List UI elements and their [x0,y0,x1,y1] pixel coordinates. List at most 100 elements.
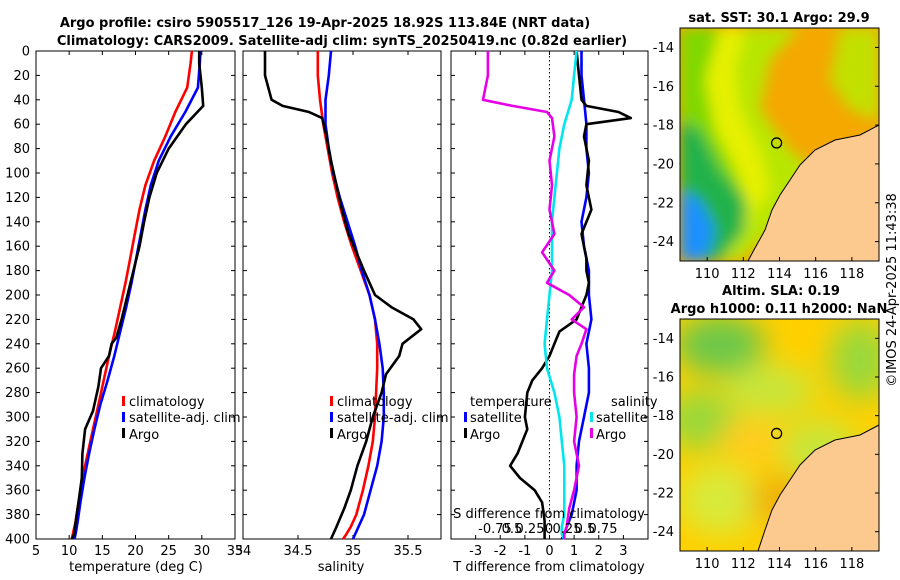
salinity-legend: climatology satellite-adj. clim Argo [330,395,449,443]
lat-tick-label: -18 [653,409,674,424]
x-tick-label: 0 [545,544,553,559]
legend-salinity-title: salinity [611,395,658,410]
sla-field [680,319,879,551]
lat-tick-label: -20 [653,157,674,172]
s-diff-tick-label: 0 [545,522,553,537]
s-diff-tick-label: 0.25 [516,522,545,537]
depth-tick-label: 100 [5,167,30,182]
salinity-x-axis: 34 34.5 35 35.5 [235,51,423,559]
s-diff-tick-label: -0.75 [478,522,512,537]
x-tick-label: 15 [94,544,111,559]
imos-timestamp: ©IMOS 24-Apr-2025 11:43:38 [885,193,900,387]
lat-tick-label: -14 [653,41,674,56]
series-line-satellite-salinity- [543,50,578,540]
legend-argo-s-label: Argo [596,428,626,443]
sst-field [680,28,879,261]
depth-tick-label: 0 [22,45,30,60]
legend-sat-t-label: satellite [470,411,522,426]
lon-tick-label: 114 [767,267,792,282]
depth-tick-label: 280 [5,386,30,401]
sla-map-title-line2: Argo h1000: 0.11 h2000: NaN [671,302,888,317]
s-diff-tick-label: 0.75 [589,522,618,537]
depth-tick-label: 160 [5,240,30,255]
x-tick-label: 25 [160,544,177,559]
temperature-legend: climatology satellite-adj. clim Argo [122,395,241,443]
legend-sat-s-label: satellite [596,411,648,426]
sst-map: sat. SST: 30.1 Argo: 29.9 110 112 114 116 11… [653,11,880,282]
x-tick-label: 34 [235,544,252,559]
legend-satellite-label: satellite-adj. clim [129,411,241,426]
series-line-argo [263,51,423,540]
lon-tick-label: 110 [695,267,720,282]
legend-satellite-label: satellite-adj. clim [337,411,449,426]
depth-tick-label: 40 [13,93,30,108]
sst-map-title: sat. SST: 30.1 Argo: 29.9 [688,11,869,26]
depth-tick-label: 360 [5,484,30,499]
t-difference-xlabel: T difference from climatology [452,560,645,575]
lat-tick-label: -24 [653,525,674,540]
difference-panel: -3 -2 -1 0 1 2 3 T difference from climatology… [450,50,658,575]
lat-tick-label: -14 [653,332,674,347]
depth-tick-label: 380 [5,508,30,523]
legend-temperature-title: temperature [470,395,552,410]
figure-title-line2: Climatology: CARS2009. Satellite-adj cli… [57,34,627,49]
depth-tick-label: 240 [5,337,30,352]
lat-tick-label: -20 [653,448,674,463]
depth-axis: 0 20 40 60 80 100 120 140 160 180 200 220 240 260 280 3… [5,45,235,548]
series-line-argo-salinity- [481,51,588,539]
x-tick-label: 35 [227,544,244,559]
lon-tick-label: 110 [695,557,720,572]
sst-land [747,124,879,261]
argo-location-marker [770,427,783,440]
argo-location-marker [770,137,783,149]
sst-lon-axis: 110 112 114 116 118 [695,257,864,282]
sla-map-title-line1: Altim. SLA: 0.19 [722,284,840,299]
sla-lat-axis: -14 -16 -18 -20 -22 -24 [653,332,879,540]
depth-tick-label: 120 [5,191,30,206]
legend-argo-swatch [122,428,125,438]
lon-tick-label: 118 [839,557,864,572]
salinity-xlabel: salinity [318,560,365,575]
x-tick-label: 35.5 [394,544,423,559]
salinity-panel: 34 34.5 35 35.5 salinity climatology satell… [235,50,449,575]
legend-argo-label: Argo [129,428,159,443]
x-tick-label: 30 [194,544,211,559]
series-line-argo [70,51,205,540]
temperature-xlabel: temperature (deg C) [69,560,203,575]
lon-tick-label: 116 [803,557,828,572]
lat-tick-label: -16 [653,371,674,386]
sst-lat-axis: -14 -16 -18 -20 -22 -24 [653,41,879,250]
s-diff-tick-label: 0.5 [502,522,523,537]
x-tick-label: -1 [518,544,531,559]
sla-land [757,424,879,551]
lon-tick-label: 112 [731,557,756,572]
salinity-profiles [263,50,423,540]
series-line-satellite-adj-clim [73,50,202,540]
legend-climatology-label: climatology [337,395,413,410]
x-tick-label: 20 [127,544,144,559]
x-tick-label: 34.5 [284,544,313,559]
legend-argo-label: Argo [337,428,367,443]
legend-sat-s-swatch [590,412,593,422]
lat-tick-label: -16 [653,80,674,95]
salinity-depth-ticks [243,50,441,540]
legend-climatology-label: climatology [129,395,205,410]
lon-tick-label: 118 [839,267,864,282]
depth-tick-label: 320 [5,435,30,450]
lat-tick-label: -22 [653,487,674,502]
difference-x-axis: -3 -2 -1 0 1 2 3 [469,51,628,559]
sla-lon-axis: 110 112 114 116 118 [695,547,864,572]
lat-tick-label: -18 [653,119,674,134]
depth-tick-label: 180 [5,264,30,279]
s-diff-tick-label: 0.25 [553,522,582,537]
legend-argo-s-swatch [590,428,593,438]
depth-tick-label: 20 [13,69,30,84]
depth-tick-label: 260 [5,362,30,377]
lat-tick-label: -24 [653,235,674,250]
depth-tick-label: 80 [13,142,30,157]
depth-tick-label: 300 [5,411,30,426]
series-line-satellite-temperature- [560,51,593,540]
x-tick-label: -2 [494,544,507,559]
legend-argo-swatch [330,428,333,438]
